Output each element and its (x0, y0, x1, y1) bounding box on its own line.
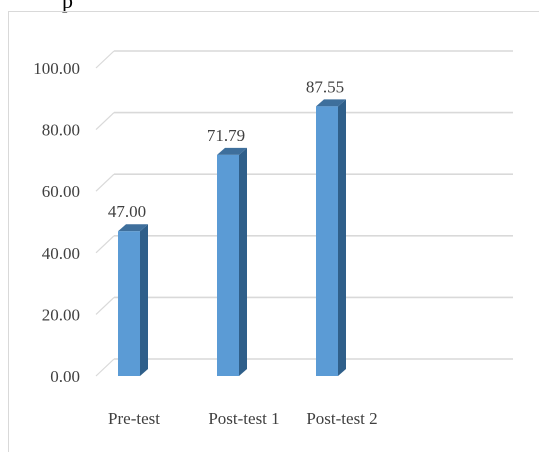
bar-side (140, 224, 148, 376)
bar-side (338, 99, 346, 376)
gridline-depth (95, 358, 115, 377)
y-tick-label: 100.00 (33, 59, 80, 78)
bar-side (239, 147, 247, 376)
caption-fragment: p (62, 0, 73, 13)
data-label: 47.00 (108, 202, 146, 221)
y-tick-label: 20.00 (42, 305, 80, 324)
data-label: 71.79 (207, 126, 245, 145)
bar (316, 106, 338, 376)
chart-frame-top-border (8, 11, 539, 12)
y-tick-label: 40.00 (42, 244, 80, 263)
bar-top (316, 99, 346, 107)
gridline-depth (95, 173, 115, 192)
y-tick-label: 0.00 (50, 367, 80, 386)
y-tick-label: 60.00 (42, 182, 80, 201)
x-category-label: Post-test 1 (208, 409, 279, 428)
bar (217, 154, 239, 376)
data-label: 87.55 (306, 77, 344, 96)
x-category-label: Pre-test (108, 409, 160, 428)
bar (118, 231, 140, 376)
gridline-depth (95, 112, 115, 131)
gridline-depth (95, 296, 115, 315)
gridline-depth (95, 235, 115, 254)
bar-top (118, 224, 148, 232)
chart-frame-left-border (8, 11, 9, 452)
gridline-depth (95, 50, 115, 69)
bar-top (217, 147, 247, 155)
x-category-label: Post-test 2 (306, 409, 377, 428)
y-tick-label: 80.00 (42, 121, 80, 140)
